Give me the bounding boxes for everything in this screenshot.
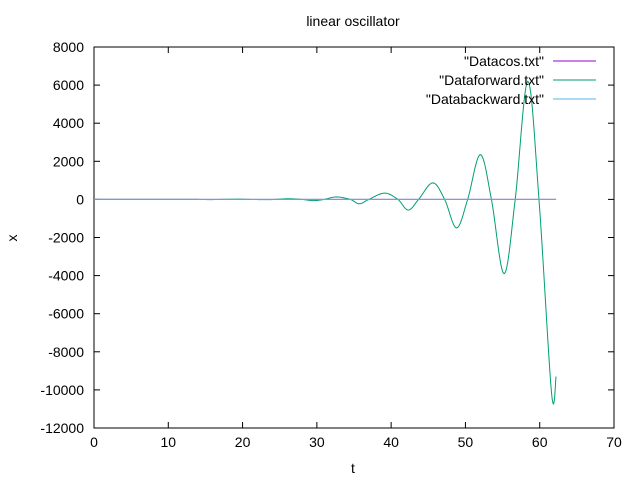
y-tick-label: -4000 xyxy=(48,268,84,284)
y-tick-label: 0 xyxy=(76,191,84,207)
y-tick-label: -10000 xyxy=(40,382,84,398)
x-tick-label: 0 xyxy=(90,434,98,450)
x-tick-label: 70 xyxy=(606,434,622,450)
series-lines xyxy=(94,80,557,405)
y-axis-label: x xyxy=(4,235,20,242)
x-tick-label: 50 xyxy=(458,434,474,450)
y-tick-label: 6000 xyxy=(53,77,84,93)
series-line-2 xyxy=(94,80,557,405)
legend-label: "Datacos.txt" xyxy=(464,53,544,69)
x-tick-label: 40 xyxy=(383,434,399,450)
y-tick-label: 8000 xyxy=(53,39,84,55)
legend-label: "Dataforward.txt" xyxy=(439,72,544,88)
legend-label: "Databackward.txt" xyxy=(426,91,544,107)
x-axis-label: t xyxy=(351,460,355,476)
chart-title: linear oscillator xyxy=(306,13,400,29)
x-tick-label: 10 xyxy=(160,434,176,450)
y-tick-label: -8000 xyxy=(48,344,84,360)
axis-ticks: 0 10 20 30 40 50 60 70 -12000 -10000 -8000 -6000 -40… xyxy=(40,39,622,450)
y-tick-label: -12000 xyxy=(40,420,84,436)
y-tick-label: 2000 xyxy=(53,153,84,169)
x-tick-label: 60 xyxy=(532,434,548,450)
y-tick-label: -2000 xyxy=(48,230,84,246)
x-tick-label: 20 xyxy=(235,434,251,450)
y-tick-label: 4000 xyxy=(53,115,84,131)
legend: "Datacos.txt" "Dataforward.txt" "Databackw… xyxy=(426,53,596,107)
y-tick-label: -6000 xyxy=(48,306,84,322)
x-tick-label: 30 xyxy=(309,434,325,450)
